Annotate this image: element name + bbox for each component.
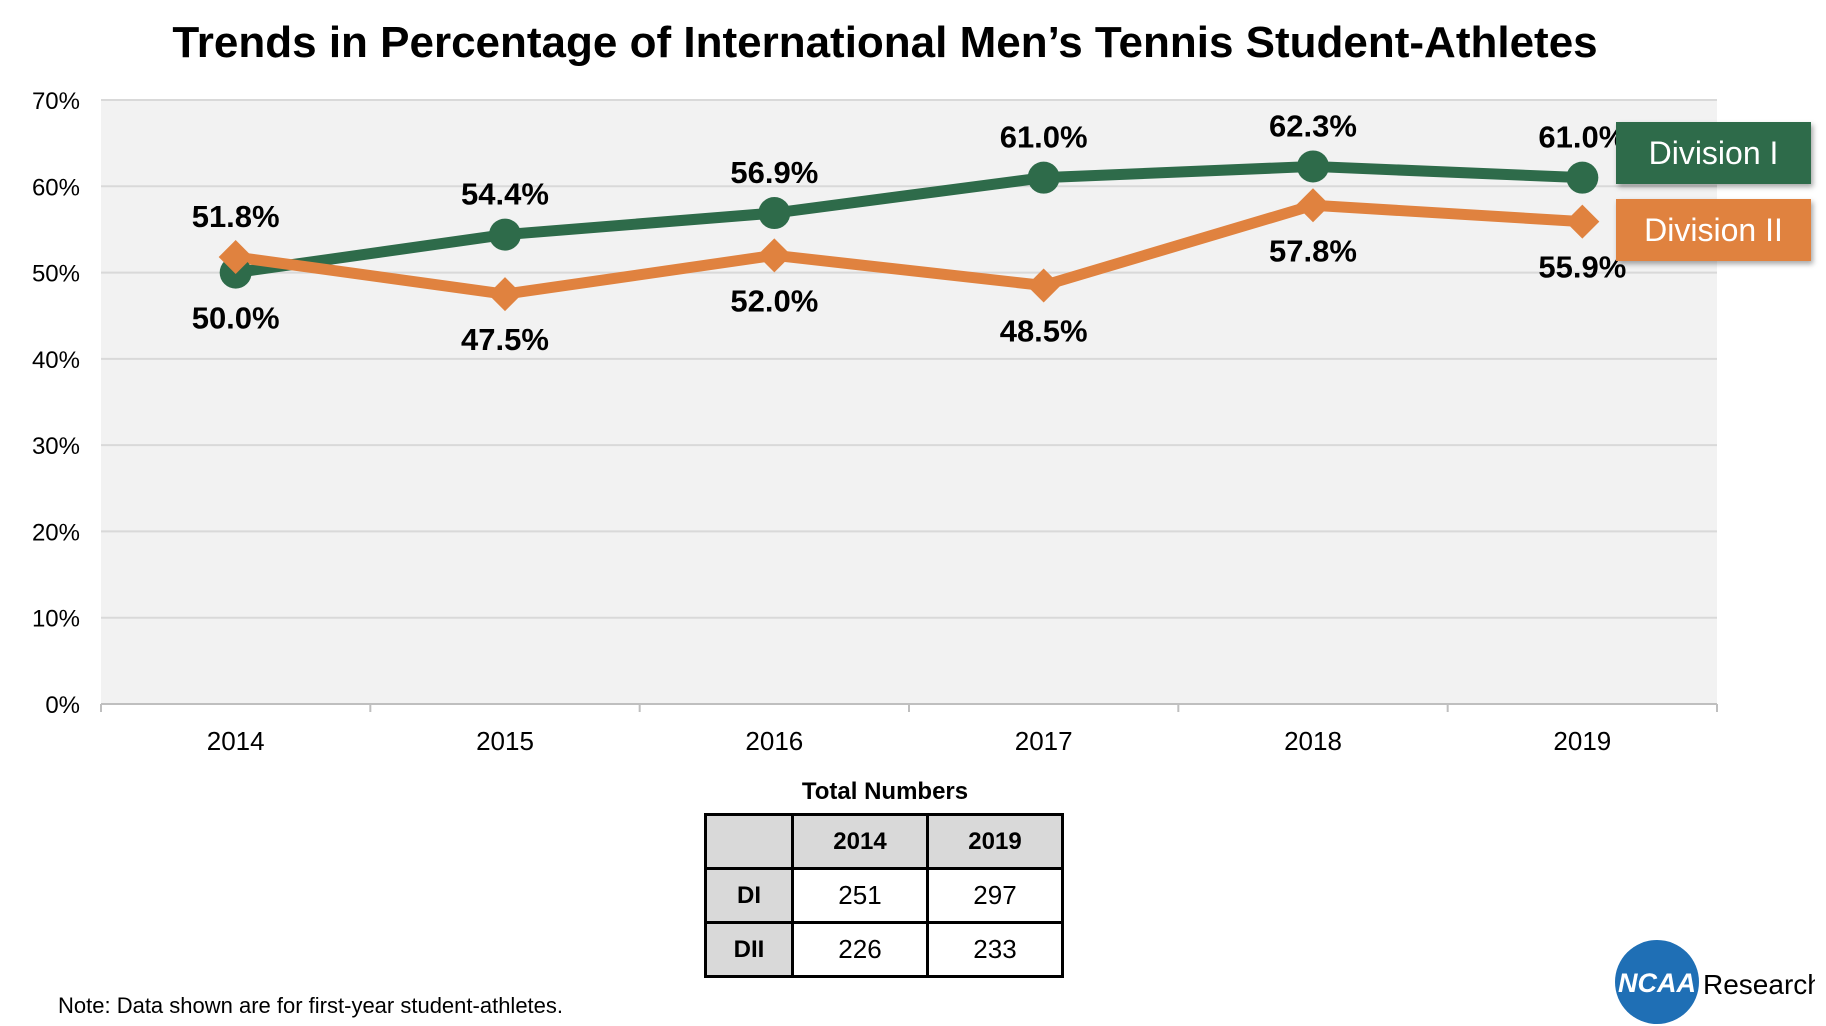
y-tick-label: 40%	[32, 347, 80, 374]
table-row: DI 251 297	[704, 867, 1064, 924]
y-tick-label: 0%	[45, 692, 80, 719]
table-header-cell: 2014	[791, 813, 929, 870]
data-label-division-2: 47.5%	[461, 322, 549, 357]
table-corner-cell	[704, 813, 794, 870]
data-label-division-1: 62.3%	[1269, 108, 1357, 143]
x-tick-label: 2018	[1284, 726, 1342, 756]
series-line-division-2	[230, 199, 1588, 300]
x-tick-label: 2014	[207, 726, 265, 756]
data-label-division-2: 51.8%	[192, 199, 280, 234]
data-label-division-2: 55.9%	[1538, 250, 1626, 285]
legend-label-division-1: Division I	[1648, 134, 1779, 171]
table-row: DII 226 233	[704, 921, 1064, 978]
logo-research-text: Research	[1703, 969, 1815, 1000]
totals-table: 2014 2019 DI 251 297 DII 226 233	[704, 813, 1064, 978]
footnote: Note: Data shown are for first-year stud…	[58, 993, 564, 1018]
y-tick-label: 70%	[32, 88, 80, 115]
x-tick-label: 2016	[745, 726, 803, 756]
legend-division-2: Division II	[1616, 199, 1811, 261]
y-tick-label: 20%	[32, 519, 80, 546]
data-label-division-2: 48.5%	[1000, 314, 1088, 349]
table-row-label: DI	[704, 867, 794, 924]
ncaa-research-logo: NCAA Research	[1615, 940, 1815, 1024]
table-row-label: DII	[704, 921, 794, 978]
series-line-division-1	[230, 160, 1588, 279]
data-point-division-1	[1297, 150, 1329, 183]
data-label-division-1: 61.0%	[1000, 120, 1088, 155]
data-point-division-2	[757, 238, 792, 273]
x-tick-label: 2015	[476, 726, 534, 756]
data-point-division-2	[1026, 268, 1061, 303]
y-tick-label: 30%	[32, 433, 80, 460]
table-cell: 226	[791, 921, 929, 978]
data-point-division-2	[218, 240, 253, 275]
data-label-division-1: 50.0%	[192, 301, 280, 336]
data-label-division-1: 61.0%	[1538, 120, 1626, 155]
data-label-division-2: 57.8%	[1269, 233, 1357, 268]
ncaa-logo-mark: NCAA	[1618, 968, 1696, 998]
legend-division-1: Division I	[1616, 122, 1811, 184]
y-tick-label: 10%	[32, 606, 80, 633]
data-point-division-1	[1566, 161, 1599, 194]
y-tick-label: 50%	[32, 261, 80, 288]
y-tick-label: 60%	[32, 174, 80, 201]
table-cell: 251	[791, 867, 929, 924]
table-header-row: 2014 2019	[704, 813, 1064, 870]
data-point-division-2	[1296, 188, 1330, 223]
x-tick-label: 2017	[1015, 726, 1073, 756]
data-point-division-1	[1027, 161, 1060, 194]
table-cell: 297	[926, 867, 1064, 924]
data-label-division-1: 56.9%	[730, 155, 818, 190]
x-tick-label: 2019	[1553, 726, 1611, 756]
legend-label-division-2: Division II	[1644, 211, 1783, 248]
data-label-division-2: 52.0%	[730, 283, 818, 318]
data-point-division-1	[758, 197, 791, 230]
data-label-division-1: 54.4%	[461, 177, 549, 212]
table-header-cell: 2019	[926, 813, 1064, 870]
data-point-division-2	[488, 277, 522, 312]
ncaa-logo-circle	[1615, 940, 1699, 1024]
table-title: Total Numbers	[801, 778, 969, 805]
table-cell: 233	[926, 921, 1064, 978]
data-point-division-2	[1565, 204, 1600, 239]
data-point-division-1	[489, 218, 521, 251]
chart-title: Trends in Percentage of International Me…	[172, 18, 1598, 67]
